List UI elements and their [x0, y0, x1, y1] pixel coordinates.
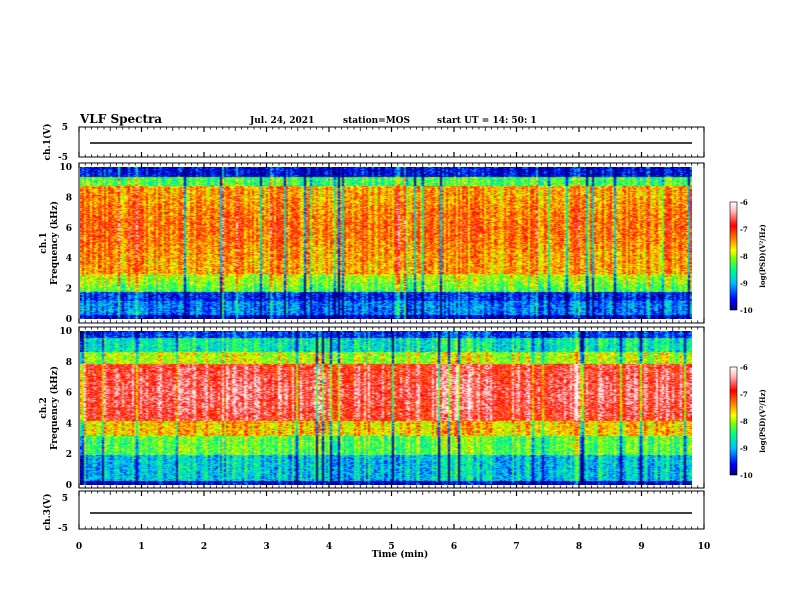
time-axis-label: Time (min)	[372, 549, 429, 560]
ch1-spectrogram-ylabel: ch.1	[39, 232, 49, 253]
ch2-ytick-4: 4	[66, 419, 72, 429]
xtick-7: 7	[513, 542, 519, 552]
ch1-ytick-top: 5	[62, 123, 68, 133]
xtick-10: 10	[698, 542, 711, 552]
ch2-spectrogram-ylabel: ch.2	[39, 397, 49, 418]
xtick-1: 1	[138, 542, 144, 552]
xtick-4: 4	[326, 542, 332, 552]
ch2-ytick-6: 6	[66, 389, 72, 399]
cb1-tick-m9: -9	[740, 279, 748, 288]
ch2-spectrogram-ticks	[78, 327, 705, 488]
figure-title: VLF Spectra	[79, 112, 162, 126]
ch2-spectrogram-yticks: 0 2 4 6 8 10	[59, 327, 72, 491]
ch3-waveform-ticks	[78, 491, 705, 529]
cb1-tick-m7: -7	[740, 225, 748, 234]
cb2-tick-m6: -6	[740, 363, 748, 372]
header-date: Jul. 24, 2021	[249, 116, 314, 126]
cb2-tick-m8: -8	[740, 417, 748, 426]
ch1-spectrogram-panel: 0 2 4 6 8 10 ch.1 Frequency (kHz)	[39, 162, 705, 325]
xtick-3: 3	[263, 542, 269, 552]
xtick-5: 5	[388, 542, 394, 552]
ch3-waveform-ylabel: ch.3(V)	[42, 494, 53, 531]
ch3-ytick-top: 5	[62, 494, 68, 504]
ch2-spectrogram-panel: 0 2 4 6 8 10 ch.2 Frequency (kHz)	[39, 326, 705, 491]
ch1-ytick-2: 2	[66, 285, 72, 295]
xtick-9: 9	[638, 542, 644, 552]
ch2-frequency-ylabel: Frequency (kHz)	[49, 366, 60, 450]
ch1-ytick-0: 0	[66, 315, 72, 325]
time-axis-tick-labels: 0 1 2 3 4 5 6 7 8 9 10	[76, 542, 710, 552]
ch1-waveform-ylabel: ch.1(V)	[42, 124, 53, 161]
ch1-ytick-8: 8	[66, 193, 72, 203]
ch1-waveform-panel: 5 -5 ch.1(V)	[42, 123, 705, 163]
xtick-8: 8	[576, 542, 582, 552]
xtick-6: 6	[451, 542, 457, 552]
ch1-spectrogram-ticks	[78, 163, 705, 323]
cb2-tick-m9: -9	[740, 444, 748, 453]
ch2-ytick-2: 2	[66, 450, 72, 460]
xtick-2: 2	[201, 542, 207, 552]
cb2-tick-m7: -7	[740, 390, 748, 399]
header-station: station=MOS	[343, 116, 410, 126]
ch2-ytick-0: 0	[66, 481, 72, 491]
ch1-waveform-ticks	[78, 127, 705, 157]
cb1-tick-m6: -6	[740, 198, 748, 207]
ch3-waveform-panel: 5 -5 ch.3(V)	[42, 490, 705, 534]
cb1-tick-m8: -8	[740, 252, 748, 261]
xtick-0: 0	[76, 542, 82, 552]
ch1-ytick-6: 6	[66, 224, 72, 234]
ch1-spectrogram-yticks: 0 2 4 6 8 10	[59, 163, 72, 325]
ch2-ytick-8: 8	[66, 358, 72, 368]
ch3-ytick-bottom: -5	[58, 524, 68, 534]
cb2-label: log(PSD)(V²/Hz)	[758, 389, 767, 453]
ch2-colorbar: -6 -7 -8 -9 -10 log(PSD)(V²/Hz)	[729, 363, 767, 480]
ch2-ytick-10: 10	[59, 327, 72, 337]
ch1-spectrogram-image	[80, 167, 692, 319]
ch1-colorbar: -6 -7 -8 -9 -10 log(PSD)(V²/Hz)	[729, 198, 767, 315]
cb2-tick-m10: -10	[740, 471, 753, 480]
cb1-label: log(PSD)(V²/Hz)	[758, 224, 767, 288]
ch2-spectrogram-image	[80, 331, 692, 485]
header-start-time: start UT = 14: 50: 1	[437, 116, 537, 126]
ch1-ytick-bottom: -5	[58, 153, 68, 163]
cb1-tick-m10: -10	[740, 306, 753, 315]
ch1-frequency-ylabel: Frequency (kHz)	[49, 201, 60, 285]
ch1-ytick-4: 4	[66, 254, 72, 264]
ch1-ytick-10: 10	[59, 163, 72, 173]
